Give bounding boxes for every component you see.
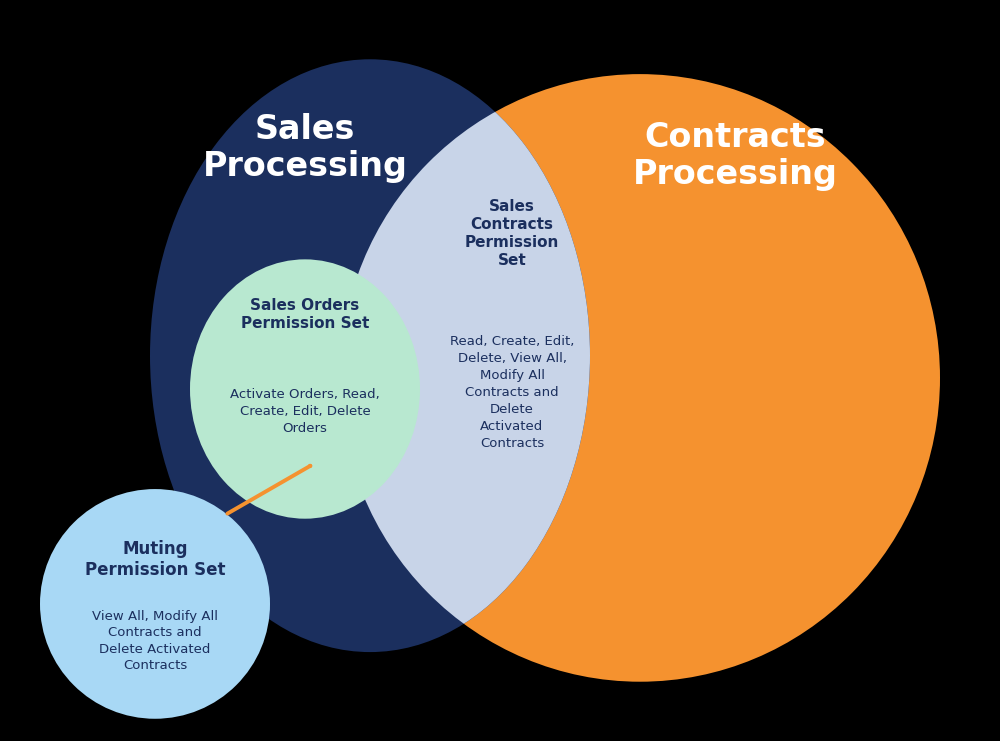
- Ellipse shape: [340, 74, 940, 682]
- Ellipse shape: [340, 74, 940, 682]
- Text: Contracts
Processing: Contracts Processing: [633, 121, 837, 190]
- Ellipse shape: [150, 59, 590, 652]
- Text: Sales
Processing: Sales Processing: [203, 113, 407, 183]
- Text: Sales Orders
Permission Set: Sales Orders Permission Set: [241, 299, 369, 331]
- Text: Activate Orders, Read,
Create, Edit, Delete
Orders: Activate Orders, Read, Create, Edit, Del…: [230, 388, 380, 435]
- Text: Read, Create, Edit,
Delete, View All,
Modify All
Contracts and
Delete
Activated
: Read, Create, Edit, Delete, View All, Mo…: [450, 335, 574, 451]
- Ellipse shape: [190, 259, 420, 519]
- Text: View All, Modify All
Contracts and
Delete Activated
Contracts: View All, Modify All Contracts and Delet…: [92, 610, 218, 672]
- Text: Muting
Permission Set: Muting Permission Set: [85, 540, 225, 579]
- Ellipse shape: [40, 489, 270, 719]
- Text: Sales
Contracts
Permission
Set: Sales Contracts Permission Set: [465, 199, 559, 268]
